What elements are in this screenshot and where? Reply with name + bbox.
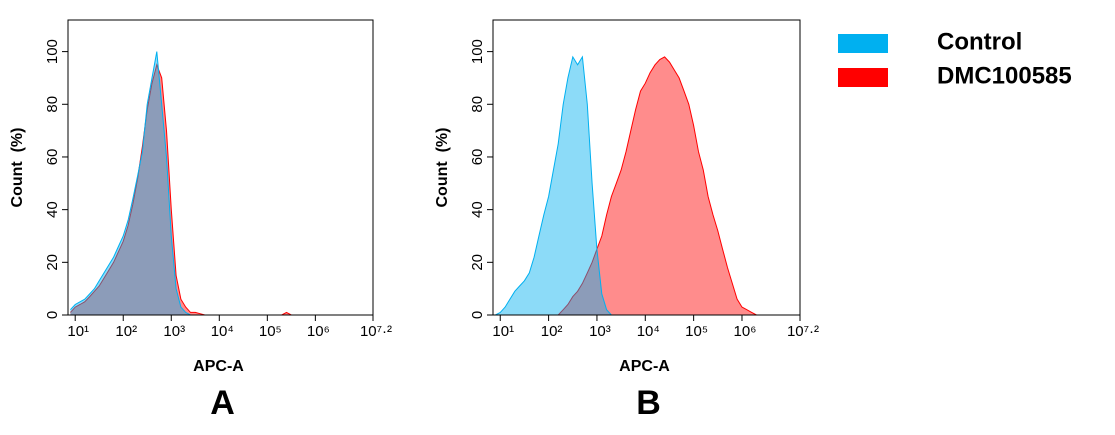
x-tick-label: 10¹ <box>67 323 89 340</box>
y-tick-label: 0 <box>469 311 486 319</box>
y-tick-label: 80 <box>469 96 486 113</box>
area-outline: DMC100585 <box>70 63 330 316</box>
area-fill <box>495 56 757 316</box>
plot-frame <box>492 19 801 316</box>
x-tick-label: 10¹ <box>492 323 514 340</box>
x-tick-label: 10³ <box>589 323 611 340</box>
y-tick-label: 60 <box>469 149 486 166</box>
y-tick-label: 100 <box>44 39 61 64</box>
y-tick-label: 0 <box>44 311 61 319</box>
y-tick-label: 60 <box>44 149 61 166</box>
area-fill <box>70 64 330 315</box>
y-axis-label: Count (%) <box>434 128 451 208</box>
y-tick-label: 20 <box>469 254 486 271</box>
panel-label: B <box>636 384 661 422</box>
x-tick-label: 10⁶ <box>734 323 757 340</box>
area-fill <box>495 56 757 316</box>
x-tick-label: 10² <box>115 323 137 340</box>
x-tick-label: 10² <box>541 323 563 340</box>
x-tick-label: 10³ <box>163 323 185 340</box>
x-axis-label: APC-A <box>193 358 244 375</box>
area-fill <box>70 51 330 315</box>
y-tick-label: 20 <box>44 254 61 271</box>
x-tick-label: 10⁷·² <box>787 323 819 340</box>
x-tick-label: 10⁴ <box>211 323 234 340</box>
plot-frame <box>67 19 374 316</box>
x-tick-label: 10⁴ <box>637 323 660 340</box>
y-tick-label: 40 <box>469 201 486 218</box>
y-tick-label: 80 <box>44 96 61 113</box>
legend-label: DMC100585 <box>937 62 1072 89</box>
y-axis-label: Count (%) <box>9 128 26 208</box>
x-axis-label: APC-A <box>619 358 670 375</box>
y-tick-label: 40 <box>44 201 61 218</box>
x-tick-label: 10⁷·² <box>360 323 392 340</box>
x-tick-label: 10⁵ <box>259 323 282 340</box>
x-tick-label: 10⁶ <box>307 323 330 340</box>
legend-swatch <box>838 34 888 53</box>
legend-label: Control <box>937 28 1022 55</box>
panel-label: A <box>210 384 235 422</box>
legend-swatch <box>838 68 888 87</box>
y-tick-label: 100 <box>469 39 486 64</box>
x-tick-label: 10⁵ <box>685 323 708 340</box>
